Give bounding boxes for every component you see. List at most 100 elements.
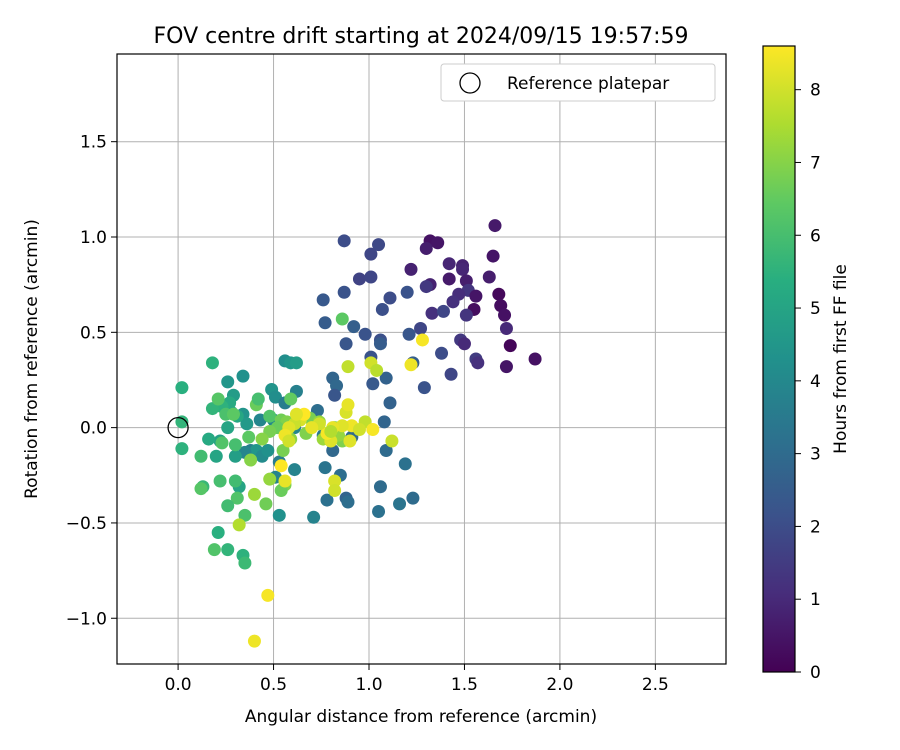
data-point <box>205 356 219 370</box>
plot-frame <box>116 53 727 665</box>
data-point <box>370 363 384 377</box>
data-point <box>318 316 332 330</box>
data-point <box>318 461 332 475</box>
data-point <box>419 280 433 294</box>
data-point <box>400 285 414 299</box>
colorbar-tick-label: 8 <box>810 81 821 101</box>
data-point <box>244 453 258 467</box>
data-point <box>221 543 235 557</box>
data-point <box>288 463 302 477</box>
data-point <box>215 436 229 450</box>
data-point <box>379 371 393 385</box>
data-point <box>205 402 219 416</box>
reference-marker <box>167 416 189 439</box>
data-point <box>366 423 380 437</box>
data-point <box>207 543 221 557</box>
data-point <box>320 493 334 507</box>
data-point <box>316 293 330 307</box>
data-point <box>328 388 342 402</box>
data-point <box>221 421 235 435</box>
data-point <box>372 505 386 518</box>
data-point <box>263 472 277 486</box>
data-point <box>247 487 261 501</box>
x-axis-label: Angular distance from reference (arcmin) <box>245 707 597 727</box>
data-point <box>482 270 496 284</box>
data-point <box>238 556 252 570</box>
colorbar-tick-label: 4 <box>810 372 821 392</box>
data-point <box>486 249 500 263</box>
data-point <box>335 312 349 326</box>
data-point <box>278 474 292 488</box>
data-point <box>209 449 223 463</box>
grid <box>117 54 726 664</box>
data-point <box>372 238 386 252</box>
y-tick-label: −1.0 <box>66 609 107 629</box>
data-point <box>343 434 357 448</box>
data-point <box>347 320 361 334</box>
x-axis: 0.0 0.5 1.0 1.5 2.0 2.5 <box>165 664 669 695</box>
data-point <box>328 484 342 498</box>
data-point <box>377 415 391 429</box>
data-point <box>488 219 502 233</box>
data-point <box>492 287 506 301</box>
data-point <box>289 407 303 421</box>
data-point <box>228 474 242 488</box>
y-tick-label: 1.5 <box>80 133 107 153</box>
data-point <box>383 291 397 305</box>
data-point <box>366 377 380 391</box>
data-point <box>194 482 208 496</box>
data-point <box>415 333 429 347</box>
data-point <box>247 634 261 648</box>
data-point <box>255 432 269 446</box>
data-point <box>471 356 485 370</box>
data-point <box>352 272 366 286</box>
data-point <box>435 346 449 360</box>
x-tick-label: 2.0 <box>546 675 573 695</box>
data-point <box>425 306 439 320</box>
data-point <box>175 442 189 456</box>
data-point <box>364 247 378 261</box>
data-point <box>499 322 513 335</box>
data-point <box>385 434 399 448</box>
data-point <box>175 381 189 395</box>
data-point <box>307 510 321 524</box>
data-point <box>228 438 242 452</box>
colorbar-tick-label: 3 <box>810 445 821 465</box>
data-point <box>211 392 225 406</box>
data-point <box>238 508 252 522</box>
data-point <box>379 444 393 457</box>
x-tick-label: 0.0 <box>165 675 192 695</box>
data-point <box>358 327 372 341</box>
data-point <box>459 308 473 322</box>
colorbar-tick-label: 2 <box>810 517 821 537</box>
data-point <box>457 337 471 351</box>
data-point <box>419 241 433 255</box>
data-point <box>221 375 235 389</box>
x-tick-label: 1.5 <box>451 675 478 695</box>
x-tick-label: 0.5 <box>260 675 287 695</box>
data-point <box>383 396 397 410</box>
data-point <box>402 327 416 341</box>
data-point <box>393 497 407 511</box>
y-axis: −1.0 −0.5 0.0 0.5 1.0 1.5 <box>66 133 117 629</box>
data-point <box>276 444 290 457</box>
data-point <box>406 491 420 505</box>
legend-marker <box>459 72 481 94</box>
data-point <box>341 360 355 374</box>
data-point <box>528 352 542 366</box>
data-point <box>202 432 216 446</box>
data-point <box>282 434 296 448</box>
data-point <box>261 444 275 457</box>
data-point <box>398 457 412 471</box>
data-point <box>341 398 355 412</box>
data-point <box>211 525 225 539</box>
colorbar-label: Hours from first FF file <box>831 264 851 454</box>
data-point <box>242 430 256 444</box>
data-point <box>259 497 273 511</box>
data-point <box>456 262 470 276</box>
data-point <box>503 339 517 353</box>
y-tick-label: 0.0 <box>80 419 107 439</box>
data-point <box>337 234 351 248</box>
data-point <box>268 390 282 404</box>
data-point <box>230 491 244 505</box>
